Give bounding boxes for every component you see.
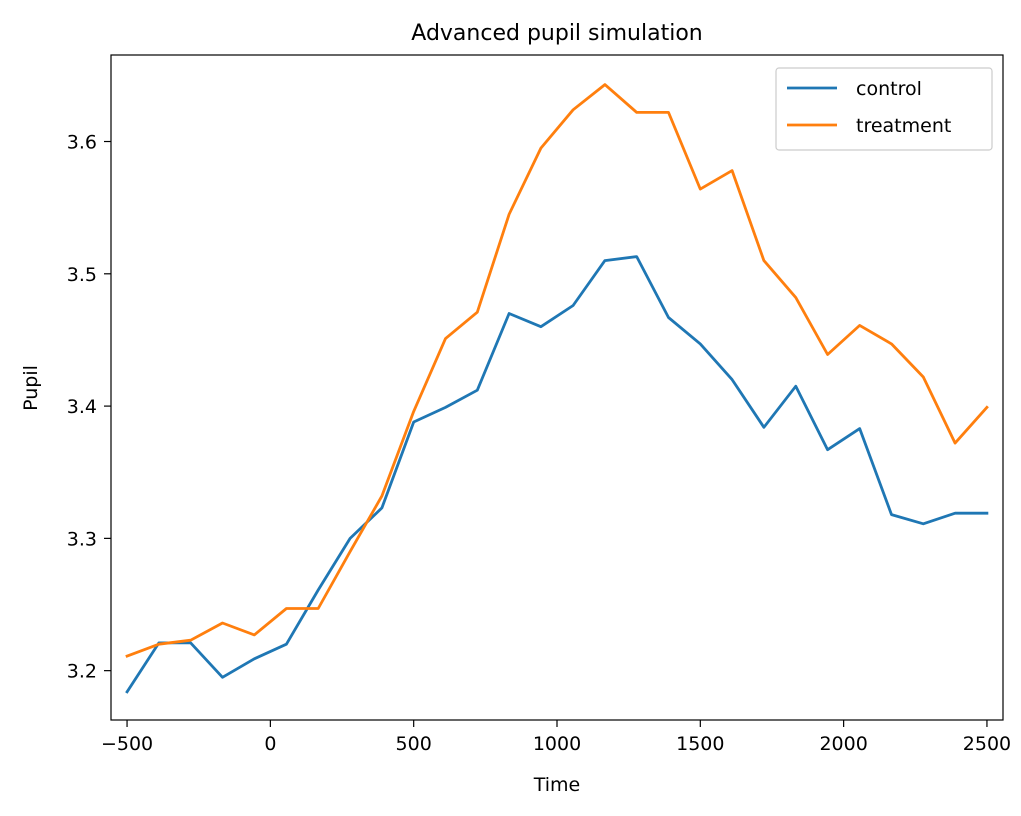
plot-background: [111, 55, 1003, 720]
series-line-treatment: [125, 83, 989, 658]
series-line-control: [125, 255, 989, 694]
x-tick-label: 0: [264, 733, 276, 755]
x-tick-label: 1000: [533, 733, 581, 755]
legend-label-control: control: [856, 78, 922, 100]
x-tick-label: −500: [101, 733, 153, 755]
x-tick-label: 500: [396, 733, 432, 755]
y-tick-label: 3.6: [67, 132, 97, 154]
y-tick-label: 3.4: [67, 396, 97, 418]
series-layer: [125, 83, 989, 694]
x-axis-label: Time: [533, 774, 581, 796]
y-tick-label: 3.2: [67, 661, 97, 683]
y-tick-label: 3.3: [67, 528, 97, 550]
y-tick-label: 3.5: [67, 264, 97, 286]
y-axis-label: Pupil: [20, 365, 42, 411]
x-tick-label: 1500: [676, 733, 724, 755]
x-axis: −500 0 500 1000 1500 2000 2500: [101, 720, 1011, 755]
x-tick-label: 2000: [819, 733, 867, 755]
y-axis: 3.2 3.3 3.4 3.5 3.6: [67, 132, 111, 683]
x-tick-label: 2500: [963, 733, 1011, 755]
legend-label-treatment: treatment: [856, 115, 951, 137]
chart-title: Advanced pupil simulation: [411, 21, 702, 46]
legend: control treatment: [775, 67, 993, 151]
